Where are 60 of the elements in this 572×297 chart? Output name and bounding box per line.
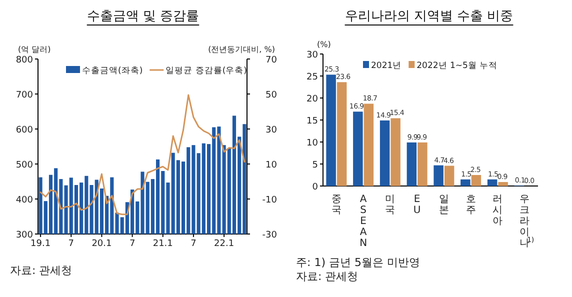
y2-axis-title: (전년동기대비, %)	[208, 45, 275, 54]
legend-label: 일평균 증감률(우축)	[166, 66, 247, 76]
y-tick-label: 600	[16, 126, 34, 136]
x-tick-label: 7	[68, 239, 74, 249]
x-tick-label: 호주	[466, 194, 476, 216]
bar	[390, 118, 400, 186]
y-axis-title: (%)	[317, 40, 331, 49]
y-tick-label: 5	[312, 160, 318, 170]
y-tick-label: 15	[306, 116, 318, 126]
text: 주: 1) 금년 5월은 미반영	[296, 256, 420, 269]
y2-tick-label: -30	[262, 230, 278, 240]
y-tick-label: 0	[312, 182, 318, 192]
y-tick-label: 700	[16, 90, 34, 100]
bar	[406, 142, 417, 186]
x-tick-label: 19.1	[30, 239, 51, 249]
y2-tick-label: -10	[262, 196, 278, 206]
y2-tick-label: 50	[266, 90, 278, 100]
x-tick-label: 21.1	[152, 239, 173, 249]
x-tick-label: ASEAN	[360, 194, 368, 249]
x-tick-label: EU	[413, 194, 421, 216]
y-tick-label: 20	[306, 94, 318, 104]
legend-label: 2022년 1~5월 누적	[416, 61, 498, 71]
bar	[380, 120, 390, 186]
chart-title: 수출금액 및 증감률	[86, 9, 200, 24]
bar	[434, 165, 444, 186]
x-tick-label: 미국	[385, 194, 396, 216]
y2-tick-label: 30	[266, 126, 278, 136]
x-tick-label: 7	[129, 239, 136, 249]
y-tick-label: 25	[306, 72, 318, 82]
x-tick-label: 22.1	[214, 239, 234, 249]
chart-title: 우리나라의 지역별 수출 비중	[344, 9, 514, 24]
x-tick-label: 20.1	[92, 239, 112, 249]
bar	[336, 82, 347, 186]
legend-label: 수출금액(좌축)	[82, 66, 143, 76]
x-tick-label: 7	[190, 239, 196, 249]
y-tick-label: 400	[16, 196, 34, 206]
bar	[498, 182, 508, 186]
x-tick-label: 중국	[331, 194, 342, 216]
legend-label: 2021년	[371, 61, 402, 71]
y2-tick-label: 10	[266, 160, 278, 170]
bar	[418, 142, 428, 186]
line-series	[40, 94, 246, 216]
bar	[471, 175, 482, 186]
y-tick-label: 300	[16, 230, 34, 240]
bar	[444, 166, 454, 186]
y2-tick-label: 70	[266, 56, 278, 66]
bar	[353, 112, 363, 186]
y-axis-title: (억 달러)	[18, 45, 51, 54]
bar	[460, 179, 470, 186]
y-tick-label: 500	[16, 160, 34, 170]
bar	[326, 74, 336, 186]
text: 자료: 관세청	[10, 264, 72, 277]
x-tick-label: 일본	[438, 194, 449, 216]
y-tick-label: 800	[16, 56, 34, 66]
y-tick-label: 30	[306, 50, 318, 60]
x-tick-label: 러시아	[492, 194, 503, 227]
text: 자료: 관세청	[296, 270, 358, 283]
bar	[364, 104, 374, 186]
bar	[487, 179, 498, 186]
y-tick-label: 10	[306, 138, 318, 148]
